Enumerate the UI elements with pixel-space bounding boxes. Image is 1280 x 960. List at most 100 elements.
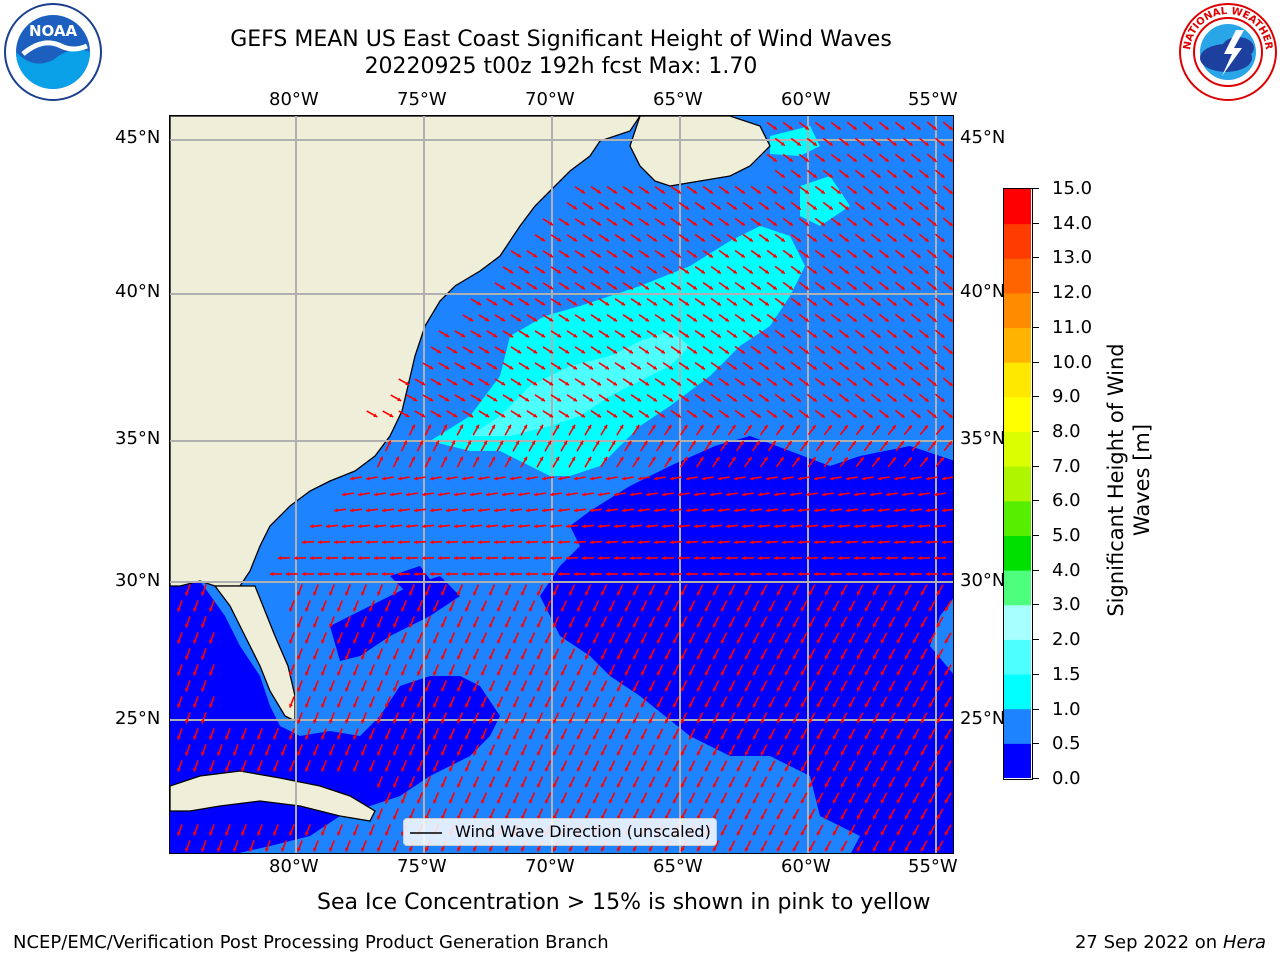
wind-wave-arrow-head — [836, 349, 841, 354]
wind-wave-arrow-head — [342, 492, 346, 497]
wind-wave-arrow-head — [718, 571, 722, 577]
colorbar-label: 1.5 — [1052, 663, 1081, 685]
wind-wave-arrow-head — [832, 767, 837, 772]
wind-wave-arrow-head — [622, 571, 626, 577]
wind-wave-arrow-head — [700, 333, 705, 338]
wind-wave-arrow-head — [529, 767, 533, 772]
wind-wave-arrow-head — [668, 301, 673, 306]
wind-wave-arrow-head — [744, 815, 749, 820]
wind-wave-arrow-head — [948, 254, 953, 258]
wind-wave-arrow-head — [337, 831, 341, 836]
wind-wave-arrow-head — [566, 556, 570, 561]
wind-wave-arrow-head — [932, 350, 937, 354]
wind-wave-arrow-head — [310, 556, 314, 561]
wind-wave-arrow-head — [928, 735, 933, 740]
wind-wave-arrow-head — [932, 190, 937, 194]
wind-wave-arrow-head — [193, 831, 198, 836]
wind-wave-arrow-head — [475, 456, 480, 461]
wind-wave-arrow-head — [768, 703, 773, 708]
wind-wave-arrow-head — [337, 735, 341, 740]
wind-wave-arrow-head — [605, 269, 610, 274]
wind-wave-arrow-head — [345, 847, 349, 852]
wind-wave-arrow-head — [393, 591, 397, 596]
wind-wave-arrow-head — [832, 735, 837, 740]
wind-wave-arrow-head — [414, 476, 418, 481]
wind-wave-arrow-head — [780, 173, 785, 178]
wind-wave-arrow-head — [932, 441, 936, 446]
wind-wave-arrow-head — [628, 285, 633, 290]
wind-wave-arrow-head — [880, 639, 885, 644]
wind-wave-arrow-head — [692, 413, 697, 418]
wind-wave-arrow-head — [565, 221, 570, 226]
wind-wave-arrow-head — [804, 125, 809, 130]
colorbar-tick — [1033, 188, 1039, 189]
wind-wave-arrow-head — [313, 847, 317, 852]
wind-wave-arrow-head — [892, 334, 897, 338]
wind-wave-arrow-head — [441, 655, 445, 660]
machine-name: Hera — [1222, 932, 1266, 953]
wind-wave-arrow-head — [760, 623, 765, 628]
wind-wave-arrow-head — [792, 591, 797, 596]
wind-wave-arrow-head — [940, 238, 945, 242]
wind-wave-arrow-head — [689, 703, 693, 708]
wind-wave-arrow-head — [577, 735, 581, 740]
wind-wave-arrow-head — [545, 703, 549, 708]
colorbar-swatch — [1004, 708, 1031, 744]
wind-wave-arrow-head — [884, 253, 889, 258]
wind-wave-arrow-head — [613, 221, 618, 226]
wind-wave-arrow-head — [660, 381, 665, 386]
wind-wave-arrow-head — [940, 302, 945, 306]
wind-wave-arrow-head — [493, 301, 498, 306]
wind-wave-arrow-head — [662, 556, 666, 561]
wind-wave-arrow-head — [489, 783, 493, 788]
colorbar-tick — [1033, 292, 1039, 294]
wind-wave-arrow-head — [755, 441, 760, 446]
wind-wave-arrow-head — [888, 719, 893, 724]
wind-wave-arrow-head — [820, 221, 825, 226]
wind-wave-arrow-head — [613, 285, 618, 290]
wind-wave-arrow-head — [902, 556, 906, 561]
wind-wave-arrow-head — [934, 556, 938, 561]
wind-wave-arrow-head — [403, 440, 407, 445]
wind-wave-arrow-head — [780, 397, 785, 402]
wind-wave-arrow-head — [337, 703, 341, 708]
wind-wave-arrow-head — [689, 607, 693, 612]
wind-wave-arrow-head — [814, 508, 818, 513]
wind-wave-arrow-head — [856, 623, 861, 628]
wind-wave-arrow-head — [185, 687, 190, 692]
wind-wave-arrow-head — [297, 847, 301, 852]
wind-wave-arrow-head — [808, 687, 813, 692]
wind-wave-arrow-head — [846, 571, 850, 577]
wind-wave-arrow-head — [177, 735, 182, 740]
wind-wave-arrow-head — [676, 253, 681, 258]
wind-wave-arrow-head — [681, 591, 685, 596]
wind-wave-arrow-head — [393, 719, 397, 724]
wind-wave-arrow-head — [273, 735, 277, 740]
wind-wave-arrow-head — [525, 269, 530, 274]
wind-wave-arrow-head — [681, 783, 685, 788]
colorbar-swatch — [1004, 327, 1031, 363]
wind-wave-arrow-head — [429, 365, 434, 370]
wind-wave-arrow-head — [465, 703, 469, 708]
wind-wave-arrow-head — [884, 125, 889, 130]
wind-wave-arrow-head — [533, 285, 538, 290]
wind-wave-arrow-head — [513, 735, 517, 740]
wind-wave-arrow-head — [334, 540, 338, 545]
wind-wave-arrow-head — [622, 476, 626, 481]
wind-wave-arrow-head — [702, 508, 706, 513]
wind-wave-arrow-head — [185, 591, 190, 596]
wind-wave-arrow-head — [808, 623, 813, 628]
wind-wave-arrow-head — [862, 508, 866, 513]
wind-wave-arrow-head — [932, 286, 937, 290]
wind-wave-arrow-head — [712, 751, 717, 756]
wind-wave-arrow-head — [445, 333, 450, 338]
wind-wave-arrow-head — [297, 655, 301, 660]
wind-wave-arrow-head — [824, 655, 829, 660]
wind-wave-arrow-head — [633, 719, 637, 724]
wind-wave-arrow-head — [704, 607, 709, 612]
wind-wave-arrow-head — [908, 142, 913, 146]
wind-wave-arrow-head — [772, 413, 777, 418]
wind-wave-arrow-head — [641, 607, 645, 612]
wind-wave-arrow-head — [846, 508, 850, 513]
wind-wave-arrow-head — [771, 441, 776, 446]
